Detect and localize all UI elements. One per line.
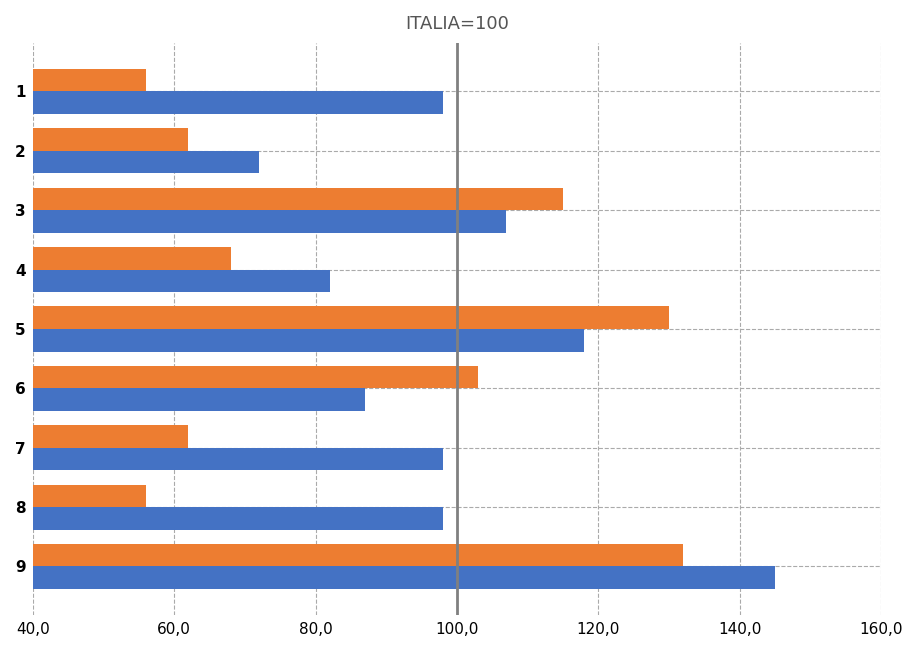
Bar xyxy=(33,151,259,173)
Bar xyxy=(33,210,507,233)
Bar xyxy=(33,306,669,329)
Bar xyxy=(33,448,442,470)
Bar xyxy=(33,269,330,292)
Bar xyxy=(33,247,230,269)
Bar xyxy=(33,425,188,448)
Bar xyxy=(33,389,365,411)
Bar xyxy=(33,507,442,529)
Bar xyxy=(33,329,584,351)
Title: ITALIA=100: ITALIA=100 xyxy=(405,15,509,33)
Bar xyxy=(33,567,775,589)
Bar xyxy=(33,91,442,114)
Bar xyxy=(33,128,188,151)
Bar xyxy=(33,366,478,389)
Bar xyxy=(33,188,563,210)
Bar xyxy=(33,544,683,567)
Bar xyxy=(33,69,146,91)
Bar xyxy=(33,484,146,507)
